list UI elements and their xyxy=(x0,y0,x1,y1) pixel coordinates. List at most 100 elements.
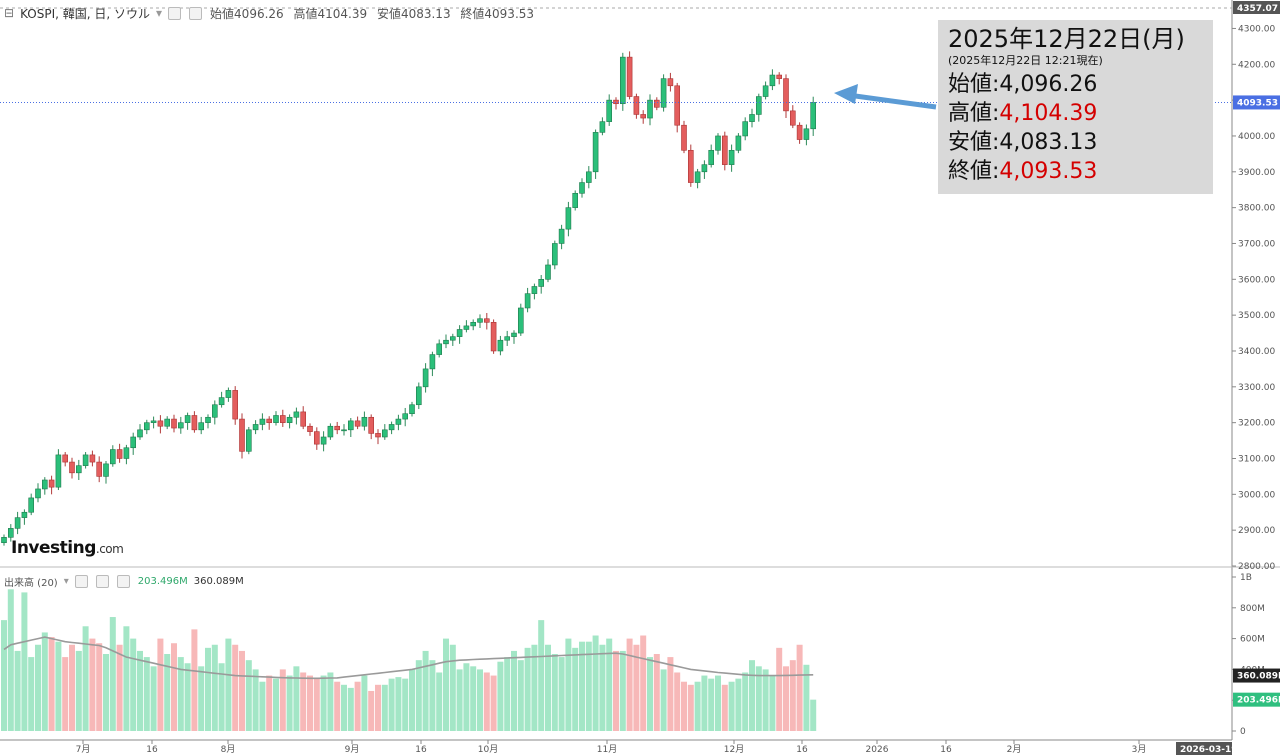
candle-body xyxy=(137,429,143,438)
volume-bar xyxy=(7,589,14,731)
candle-body xyxy=(449,336,456,341)
volume-bar xyxy=(538,620,545,731)
volume-bar xyxy=(660,669,667,731)
chart-header: ⊟ KOSPI, 韓国, 日, ソウル ▾ 始値4096.26 高値4104.3… xyxy=(4,5,540,21)
volume-bar xyxy=(320,675,327,731)
volume-bar xyxy=(776,647,783,731)
volume-bar xyxy=(266,675,273,731)
candle-body xyxy=(796,124,803,140)
volume-bar xyxy=(150,666,157,731)
candle-body xyxy=(402,413,409,420)
candle-body xyxy=(606,99,613,122)
high-readout: 高値4104.39 xyxy=(293,6,368,21)
volume-bar xyxy=(769,675,776,731)
candle-body xyxy=(307,425,313,432)
collapse-icon[interactable]: ⊟ xyxy=(4,6,15,20)
top-value-label: 4357.07 xyxy=(1237,4,1278,14)
volume-tick-label: 600M xyxy=(1240,635,1265,645)
volume-current-tag-label: 203.496M xyxy=(1237,696,1280,706)
volume-bar xyxy=(171,643,177,731)
volume-bar xyxy=(48,637,55,731)
candle-body xyxy=(592,132,599,173)
volume-bar xyxy=(62,657,69,731)
volume-bar xyxy=(177,657,184,731)
candle-body xyxy=(681,124,687,151)
candle-body xyxy=(803,128,810,140)
volume-bar xyxy=(402,678,409,731)
volume-bar xyxy=(307,675,313,731)
candle-body xyxy=(76,465,82,474)
candle-body xyxy=(69,461,75,474)
candle-body xyxy=(653,99,660,108)
candle-body xyxy=(354,420,361,427)
volume-settings-icon[interactable] xyxy=(74,575,88,588)
volume-bar xyxy=(456,669,463,731)
time-tick-label: 9月 xyxy=(345,744,360,755)
volume-bar xyxy=(497,661,504,731)
volume-bar xyxy=(205,647,211,731)
volume-bar xyxy=(293,666,300,731)
price-tick-label: 3500.00 xyxy=(1238,311,1275,321)
price-tick-label: 4000.00 xyxy=(1238,132,1275,142)
low-readout: 安値4083.13 xyxy=(376,6,451,21)
volume-bar xyxy=(783,666,789,731)
candle-body xyxy=(477,318,483,323)
candle-body xyxy=(504,336,511,341)
candle-body xyxy=(375,433,381,438)
volume-bar xyxy=(361,675,368,731)
settings-icon[interactable] xyxy=(168,6,182,20)
candle-body xyxy=(619,56,626,105)
candle-body xyxy=(694,171,701,183)
volume-bar xyxy=(279,669,286,731)
volume-bar xyxy=(694,681,701,731)
volume-bar xyxy=(755,666,762,731)
candle-body xyxy=(178,422,184,429)
candle-body xyxy=(347,420,354,431)
volume-visibility-icon[interactable] xyxy=(95,575,109,588)
symbol-label: KOSPI, 韓国, 日, ソウル xyxy=(20,6,151,21)
volume-bar xyxy=(368,690,375,731)
candle-body xyxy=(48,479,55,488)
volume-bar xyxy=(1,620,7,731)
volume-bar xyxy=(599,644,606,731)
candle-body xyxy=(266,418,273,423)
candle-body xyxy=(279,415,286,423)
candle-body xyxy=(157,420,164,427)
dropdown-icon[interactable]: ▾ xyxy=(156,6,163,20)
volume-bar xyxy=(381,684,388,731)
candle-body xyxy=(721,135,728,165)
info-high-value: 4,104.39 xyxy=(999,101,1098,126)
time-end-label: 2026-03-19 xyxy=(1180,745,1238,755)
candle-body xyxy=(150,420,157,423)
info-open-label: 始値: xyxy=(948,72,1000,97)
volume-dropdown-icon[interactable]: ▾ xyxy=(63,576,69,587)
volume-bar xyxy=(585,641,592,731)
volume-bar xyxy=(28,657,35,731)
volume-bar xyxy=(35,644,41,731)
info-as-of: (2025年12月22日 12:21現在) xyxy=(948,54,1103,67)
candle-body xyxy=(184,415,191,423)
candle-body xyxy=(259,418,266,425)
visibility-icon[interactable] xyxy=(189,6,203,20)
candle-body xyxy=(762,85,769,97)
volume-bar xyxy=(592,635,599,731)
annotation-arrow-head xyxy=(834,84,858,104)
time-tick-label: 16 xyxy=(415,745,427,755)
volume-bar xyxy=(89,638,96,731)
volume-bar xyxy=(286,675,293,731)
volume-bar xyxy=(796,644,803,731)
candle-body xyxy=(647,99,653,119)
info-close-row: 終値:4,093.53 xyxy=(948,157,1213,186)
candle-body xyxy=(483,318,490,323)
volume-bar xyxy=(191,629,198,731)
volume-bar xyxy=(41,632,48,731)
volume-bar xyxy=(708,678,715,731)
logo-brand: Investing xyxy=(11,538,96,558)
volume-bar xyxy=(164,654,171,731)
volume-bar xyxy=(341,684,347,731)
candle-body xyxy=(293,411,300,418)
volume-bar xyxy=(667,657,674,731)
time-tick-label: 12月 xyxy=(724,744,744,755)
volume-close-icon[interactable] xyxy=(116,575,130,588)
